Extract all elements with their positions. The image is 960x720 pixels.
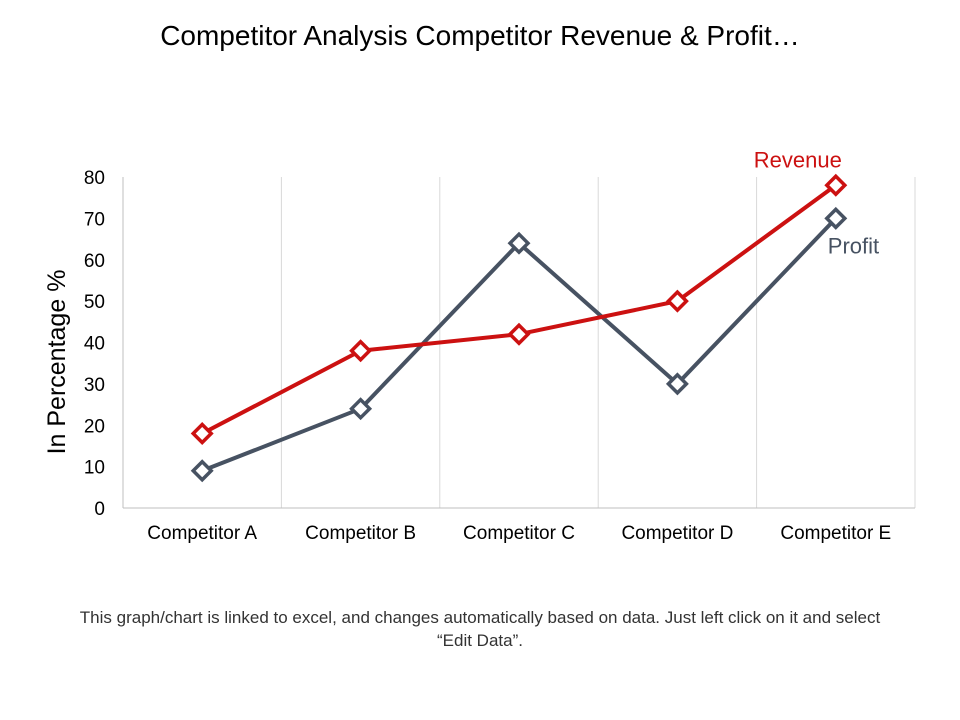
y-tick-label: 20 — [84, 416, 105, 437]
data-point-revenue — [665, 289, 689, 313]
y-tick-label: 30 — [84, 375, 105, 396]
series-label-revenue: Revenue — [754, 147, 842, 172]
data-point-profit — [507, 231, 531, 255]
y-tick-label: 80 — [84, 168, 105, 189]
y-tick-label: 10 — [84, 458, 105, 479]
y-tick-label: 0 — [94, 499, 105, 520]
data-point-profit — [190, 459, 214, 483]
chart-title: Competitor Analysis Competitor Revenue &… — [160, 20, 800, 51]
y-tick-label: 60 — [84, 251, 105, 272]
x-tick-label: Competitor D — [621, 523, 733, 544]
data-point-revenue — [190, 422, 214, 445]
y-tick-label: 40 — [84, 334, 105, 355]
y-tick-label: 50 — [84, 292, 105, 313]
data-point-revenue — [349, 339, 373, 363]
x-tick-label: Competitor E — [780, 523, 891, 544]
data-point-profit — [665, 372, 689, 396]
data-point-revenue — [507, 322, 531, 346]
line-chart: 0 10 20 30 40 50 60 70 80 Competitor A Competitor … — [43, 147, 916, 544]
series-line-revenue — [201, 183, 837, 436]
x-tick-label: Competitor B — [305, 523, 416, 544]
data-point-revenue — [824, 173, 848, 197]
data-point-profit — [349, 397, 373, 421]
series-label-profit: Profit — [828, 233, 879, 258]
x-tick-label: Competitor A — [147, 523, 257, 544]
footnote: This graph/chart is linked to excel, and… — [79, 608, 881, 650]
x-tick-label: Competitor C — [463, 523, 575, 544]
y-tick-label: 70 — [84, 209, 105, 230]
y-axis-label: In Percentage % — [43, 270, 71, 455]
data-point-profit — [824, 206, 848, 230]
